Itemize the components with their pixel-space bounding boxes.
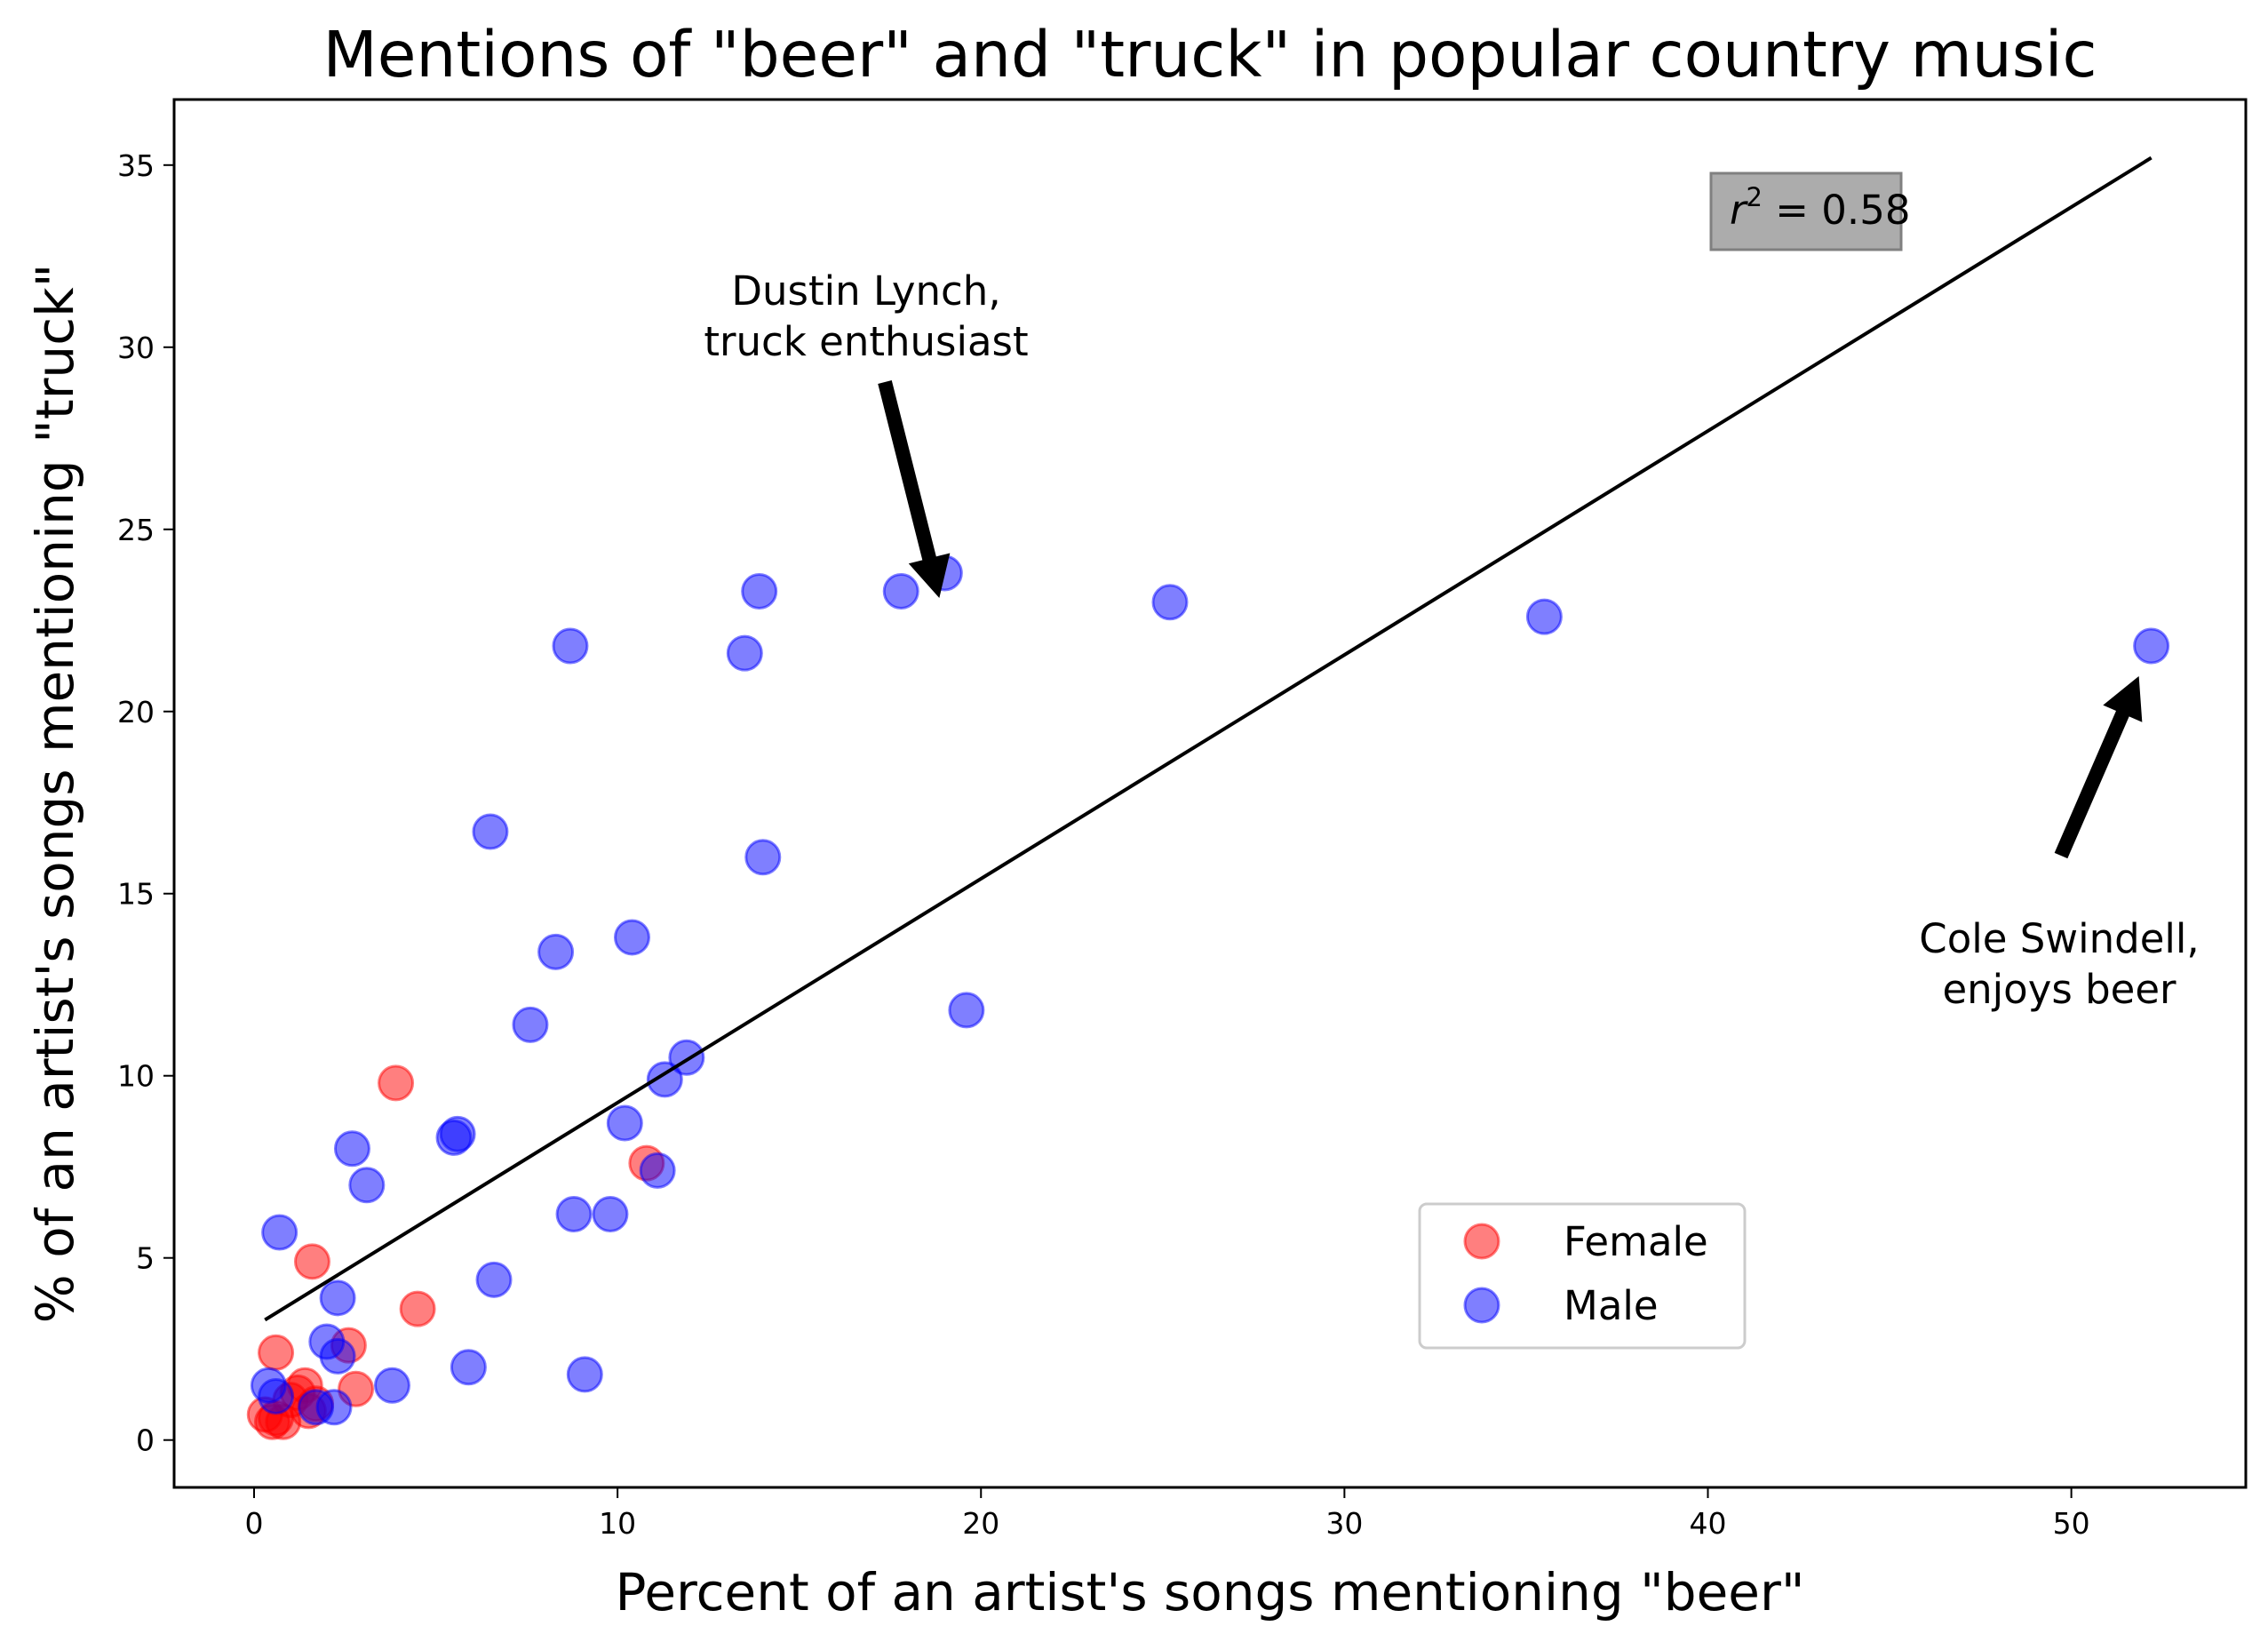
r-squared-value: = 0.58 [1763, 187, 1911, 234]
data-point-female [293, 1243, 330, 1280]
y-tick-label: 35 [117, 148, 155, 183]
plot-area [246, 155, 2170, 1440]
data-point-male [373, 1367, 410, 1404]
data-point-male [646, 1061, 683, 1098]
r-squared-box-background [1709, 171, 1903, 251]
y-tick-label: 30 [117, 331, 155, 365]
annotation-dustin-lynch-line-2: truck enthusiast [704, 318, 1028, 365]
data-point-male [1525, 598, 1563, 635]
data-point-female [258, 1334, 295, 1371]
annotations: Dustin Lynch, truck enthusiast Cole Swin… [704, 267, 2199, 1013]
legend-marker-female [1463, 1223, 1500, 1260]
r-squared-text: r2 = 0.58 [1730, 182, 1910, 234]
data-point-male [258, 1378, 295, 1415]
y-tick-label: 5 [136, 1241, 155, 1276]
data-point-male [606, 1104, 643, 1142]
y-tick-label: 25 [117, 513, 155, 547]
data-point-male [472, 813, 509, 850]
legend: Female Male [1418, 1202, 1747, 1350]
regression-line [264, 155, 2153, 1322]
annotation-arrow-dustin-lynch [878, 380, 951, 598]
legend-box [1418, 1202, 1747, 1350]
r-squared-exponent: 2 [1747, 182, 1763, 212]
data-point-male [348, 1167, 386, 1204]
data-point-male [948, 992, 985, 1029]
data-point-male [741, 572, 778, 610]
data-point-female [399, 1290, 436, 1327]
data-point-male [475, 1261, 513, 1298]
y-tick-label: 0 [136, 1423, 155, 1458]
annotation-cole-swindell-line-2: enjoys beer [1942, 966, 2176, 1013]
data-point-male [592, 1196, 629, 1233]
data-point-male [512, 1006, 549, 1043]
data-point-male [613, 919, 650, 956]
data-point-male [319, 1279, 356, 1317]
annotation-arrow-cole-swindell [2054, 675, 2143, 859]
axes-frame [172, 98, 2248, 1489]
legend-label-female: Female [1564, 1218, 1708, 1265]
data-point-male [450, 1349, 487, 1386]
y-tick-label: 10 [117, 1059, 155, 1094]
annotation-dustin-lynch-line-1: Dustin Lynch, [731, 267, 1000, 315]
legend-label-male: Male [1564, 1282, 1659, 1329]
data-point-male [726, 634, 763, 672]
data-point-male [537, 933, 575, 970]
data-point-male [261, 1214, 298, 1251]
x-tick-label: 40 [1689, 1506, 1726, 1541]
axis-ticks: 0 10 20 30 40 50 0 5 10 15 20 25 30 35 [117, 148, 2090, 1541]
data-point-male [639, 1152, 676, 1189]
x-tick-label: 20 [962, 1506, 999, 1541]
x-tick-label: 0 [245, 1506, 264, 1541]
data-point-male [882, 572, 919, 610]
legend-marker-male [1463, 1287, 1500, 1324]
data-point-male [2133, 627, 2170, 665]
data-point-male [552, 627, 589, 665]
x-tick-label: 50 [2053, 1506, 2090, 1541]
x-tick-label: 10 [599, 1506, 636, 1541]
data-point-male [319, 1337, 356, 1375]
annotation-arrows [878, 380, 2143, 859]
data-point-female [378, 1064, 415, 1102]
data-point-male [1151, 584, 1189, 621]
annotation-cole-swindell-line-1: Cole Swindell, [1919, 915, 2199, 962]
x-axis-label: Percent of an artist's songs mentioning … [615, 1562, 1804, 1622]
data-point-male [333, 1130, 370, 1168]
data-point-male [439, 1115, 476, 1152]
y-tick-label: 20 [117, 695, 155, 729]
data-point-male [315, 1389, 353, 1426]
data-point-male [566, 1356, 603, 1393]
data-point-male [744, 839, 782, 876]
y-tick-label: 15 [117, 877, 155, 912]
r-squared-box: r2 = 0.58 [1709, 171, 1910, 251]
y-axis-label: % of an artist's songs mentioning "truck… [25, 264, 85, 1324]
data-point-male [555, 1196, 593, 1233]
x-tick-label: 30 [1325, 1506, 1363, 1541]
chart-title: Mentions of "beer" and "truck" in popula… [322, 18, 2097, 92]
r-squared-symbol: r [1730, 187, 1748, 234]
